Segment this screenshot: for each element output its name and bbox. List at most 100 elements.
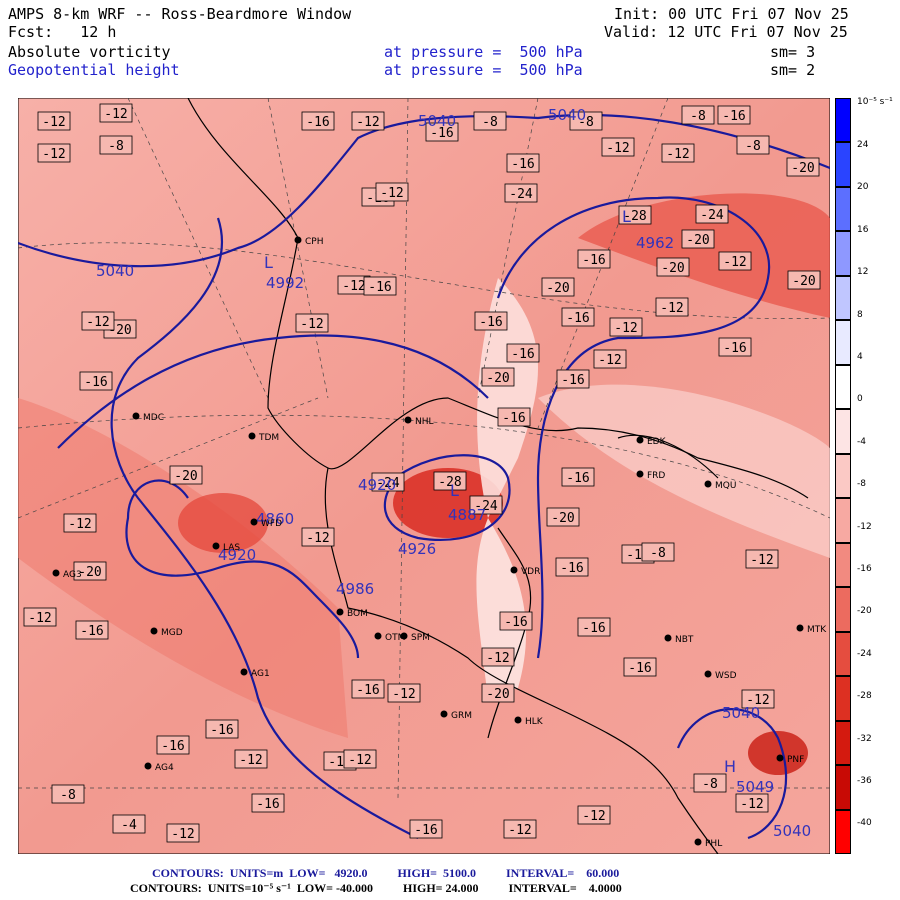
vorticity-label: -20 (169, 465, 203, 485)
svg-text:-12: -12 (348, 753, 371, 768)
svg-text:-12: -12 (239, 753, 262, 768)
vorticity-label: -12 (661, 143, 695, 163)
vorticity-label: -24 (695, 204, 729, 224)
colorbar-tick-label: -36 (857, 776, 872, 786)
vorticity-label: -12 (503, 819, 537, 839)
svg-text:-28: -28 (623, 209, 646, 224)
vorticity-label: -16 (351, 679, 385, 699)
vorticity-label: -20 (787, 270, 821, 290)
svg-text:WSD: WSD (715, 671, 737, 681)
vorticity-label: -12 (234, 749, 268, 769)
field1-name: Absolute vorticity (8, 43, 171, 61)
colorbar-tick-label: 16 (857, 224, 869, 235)
svg-text:-24: -24 (474, 499, 498, 514)
valid-time: Valid: 12 UTC Fri 07 Nov 25 (604, 23, 848, 41)
vorticity-label: -12 (81, 311, 115, 331)
station-marker: EDK (636, 436, 667, 447)
vorticity-label: -12 (351, 111, 385, 131)
station-marker: TDM (248, 432, 279, 443)
vorticity-label: -8 (681, 105, 715, 125)
vorticity-label: -12 (63, 513, 97, 533)
field2-smooth: sm= 2 (770, 61, 816, 79)
vorticity-label: -12 (745, 549, 779, 569)
vorticity-label: -20 (481, 683, 515, 703)
colorbar-swatch (835, 142, 851, 187)
svg-text:-12: -12 (723, 255, 746, 270)
svg-text:PHL: PHL (705, 839, 722, 849)
vorticity-label: -12 (609, 317, 643, 337)
vorticity-label: -12 (343, 749, 377, 769)
svg-text:-20: -20 (486, 687, 509, 702)
vorticity-label: -16 (506, 153, 540, 173)
colorbar-swatch (835, 275, 851, 321)
vorticity-label: -8 (51, 784, 85, 804)
svg-text:MQU: MQU (715, 481, 736, 491)
height-contours (18, 113, 830, 840)
height-label: 4992 (266, 274, 304, 292)
vorticity-label: -8 (569, 111, 603, 131)
svg-text:-12: -12 (104, 107, 127, 122)
vorticity-label: -24 (469, 495, 503, 515)
vorticity-label: -16 (577, 617, 611, 637)
vorticity-label: -16 (499, 611, 533, 631)
colorbar-tick-label: 8 (857, 309, 863, 320)
colorbar-swatch (835, 186, 851, 232)
vorticity-label: -16 (474, 311, 508, 331)
station-marker: AG1 (240, 668, 270, 679)
svg-text:-12: -12 (306, 531, 329, 546)
init-time: Init: 00 UTC Fri 07 Nov 25 (614, 5, 849, 23)
colorbar-tick-label: -24 (857, 648, 872, 659)
svg-text:-12: -12 (42, 147, 65, 162)
svg-text:-16: -16 (84, 375, 107, 390)
svg-text:-12: -12 (666, 147, 689, 162)
vorticity-label: -24 (504, 183, 538, 203)
vorticity-max-center (393, 468, 503, 538)
colorbar-swatch (835, 320, 851, 365)
height-label: 4962 (636, 234, 674, 252)
vorticity-label: -16 (506, 343, 540, 363)
svg-text:-16: -16 (502, 411, 525, 426)
vorticity-label: -20 (481, 367, 515, 387)
height-label: 4887 (448, 506, 486, 524)
colorbar-swatch (835, 231, 851, 276)
svg-text:-12: -12 (68, 517, 91, 532)
vorticity-label: -16 (497, 407, 531, 427)
vorticity-label: -4 (112, 814, 146, 834)
height-label: 4920 (218, 546, 256, 564)
pressure-center-label: L (622, 207, 631, 226)
colorbar-tick-label: -8 (857, 479, 866, 490)
colorbar-tick-label: -12 (857, 521, 872, 532)
svg-text:FRD: FRD (647, 471, 665, 481)
svg-text:-20: -20 (661, 261, 684, 276)
vorticity-label: -12 (577, 805, 611, 825)
svg-text:-16: -16 (561, 373, 584, 388)
svg-text:AG3: AG3 (63, 570, 82, 580)
vorticity-map: -12-12-12-8-16 -12-16-8 -8 -8 -16-12 -12-8-20… (18, 98, 830, 854)
field2-name: Geopotential height (8, 61, 180, 79)
svg-text:BOM: BOM (347, 609, 368, 619)
colorbar-tick-label: 0 (857, 394, 863, 405)
svg-text:-8: -8 (650, 546, 666, 561)
svg-text:-16: -16 (210, 723, 233, 738)
vorticity-labels: -12-12-12-8-16 -12-16-8 -8 -8 -16-12 -12-8-20… (23, 103, 821, 843)
vorticity-label: -12 (387, 683, 421, 703)
svg-text:-16: -16 (430, 126, 453, 141)
colorbar-swatch (835, 409, 851, 454)
height-label: 4920 (358, 476, 396, 494)
svg-text:-16: -16 (511, 157, 534, 172)
svg-text:-12: -12 (42, 115, 65, 130)
height-label: 4926 (398, 540, 436, 558)
svg-text:WFD: WFD (261, 519, 282, 529)
vorticity-label: -20 (541, 277, 575, 297)
vorticity-label: -16 (577, 249, 611, 269)
svg-text:-20: -20 (546, 281, 569, 296)
svg-text:-8: -8 (690, 109, 706, 124)
height-label: 5040 (96, 262, 134, 280)
vorticity-label: -12 (99, 103, 133, 123)
svg-text:-4: -4 (121, 818, 137, 833)
svg-text:-16: -16 (256, 797, 279, 812)
vorticity-label: -16 (75, 620, 109, 640)
colorbar-swatch (835, 809, 851, 854)
svg-text:-12: -12 (660, 301, 683, 316)
station-marker: PHL (694, 838, 722, 849)
